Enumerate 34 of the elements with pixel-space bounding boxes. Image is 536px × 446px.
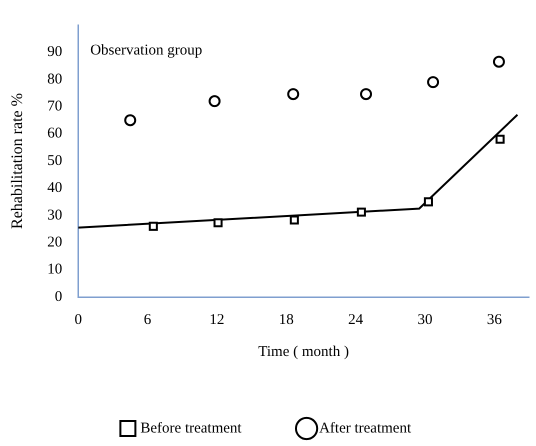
point [124, 114, 136, 126]
y-tick-label: 20 [47, 234, 62, 251]
legend-label: After treatment [319, 420, 412, 436]
point [214, 218, 223, 228]
y-tick-label: 0 [54, 288, 62, 305]
legend-label: Before treatment [140, 420, 242, 436]
y-tick-label: 30 [47, 207, 62, 224]
x-tick-label: 6 [144, 312, 152, 328]
point [208, 95, 221, 108]
point [496, 134, 505, 144]
y-tick-label: 50 [47, 152, 62, 169]
point [287, 88, 300, 100]
y-tick-label: 70 [47, 98, 62, 115]
point [148, 222, 158, 231]
point [290, 215, 299, 225]
point [424, 197, 433, 206]
y-axis-title: Rehabilitation rate % [8, 93, 26, 229]
point [427, 76, 440, 88]
point [492, 56, 505, 68]
y-tick-label: 40 [47, 180, 62, 196]
y-tick-label: 90 [47, 44, 62, 60]
y-tick-label: 80 [47, 71, 62, 88]
x-tick-label: 12 [209, 312, 224, 328]
x-tick-label: 18 [278, 312, 294, 328]
x-tick-label: 36 [486, 312, 502, 328]
point [360, 88, 372, 100]
x-axis-title: Time ( month ) [258, 344, 349, 360]
annotation: Observation group [90, 42, 202, 58]
y-tick-label: 60 [47, 126, 62, 142]
x-tick-label: 0 [74, 312, 82, 328]
y-tick-label: 10 [47, 262, 62, 278]
x-tick-label: 30 [417, 312, 432, 328]
point [356, 208, 366, 217]
x-tick-label: 24 [348, 312, 364, 328]
